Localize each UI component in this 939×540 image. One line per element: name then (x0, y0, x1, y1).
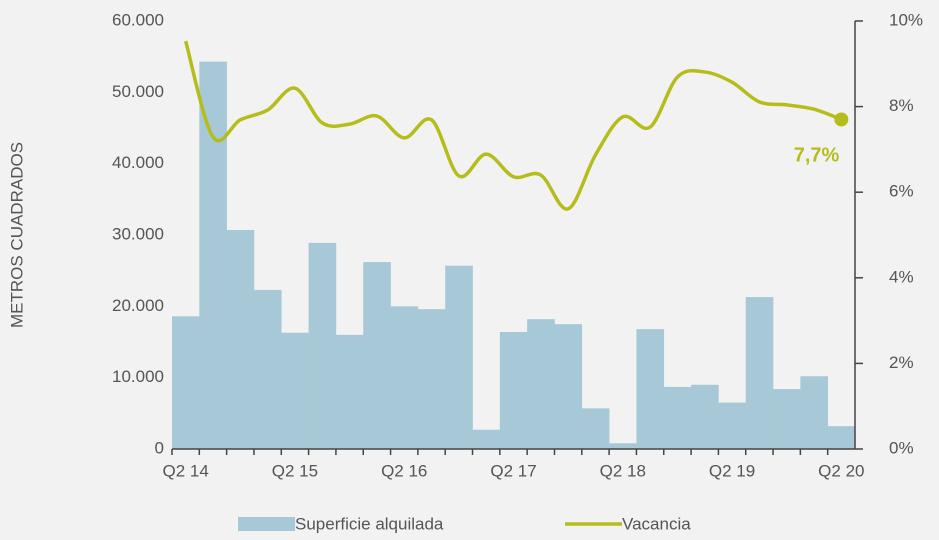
bar (554, 324, 583, 449)
x-tick-label: Q2 14 (163, 461, 209, 480)
bar (308, 242, 337, 449)
x-tick-label: Q2 17 (490, 461, 536, 480)
bar (226, 230, 255, 449)
line-point (834, 112, 849, 127)
y2-tick-label: 2% (889, 353, 914, 372)
y-axis-label: METROS CUADRADOS (7, 142, 26, 328)
x-tick-label: Q2 20 (818, 461, 864, 480)
bar (745, 297, 774, 449)
y-tick-label: 60.000 (112, 10, 164, 29)
bar (363, 262, 391, 449)
bar (527, 319, 555, 449)
legend-swatch (238, 517, 295, 531)
y-tick-label: 30.000 (112, 224, 164, 243)
y2-tick-label: 0% (889, 438, 914, 457)
bar (773, 389, 801, 449)
y2-tick-label: 10% (889, 10, 923, 29)
bar (499, 332, 528, 449)
y-tick-label: 50.000 (112, 82, 164, 101)
x-tick-label: Q2 16 (381, 461, 427, 480)
bar (335, 334, 364, 449)
bar (199, 61, 227, 449)
y2-tick-label: 8% (889, 96, 914, 115)
bar (691, 384, 719, 449)
bar (281, 332, 309, 449)
legend-label: Superficie alquilada (295, 514, 444, 533)
bar (253, 289, 282, 449)
bar (445, 265, 473, 449)
y-tick-label: 10.000 (112, 367, 164, 386)
y-tick-label: 20.000 (112, 296, 164, 315)
bar (417, 309, 446, 449)
line (183, 40, 842, 211)
x-tick-label: Q2 19 (709, 461, 755, 480)
bar (472, 429, 501, 449)
bar (800, 376, 828, 449)
y-tick-label: 0 (155, 438, 164, 457)
bar (636, 329, 665, 449)
x-tick-label: Q2 18 (600, 461, 646, 480)
y2-tick-label: 6% (889, 182, 914, 201)
bar (172, 316, 200, 449)
bar (827, 426, 856, 449)
legend-label: Vacancia (622, 514, 691, 533)
bar (609, 443, 637, 449)
data-label: 7,7% (794, 145, 840, 167)
bar (663, 386, 692, 449)
x-tick-label: Q2 15 (272, 461, 318, 480)
bar (581, 408, 610, 449)
bar (390, 306, 419, 449)
y2-tick-label: 4% (889, 267, 914, 286)
bar (718, 402, 747, 449)
y-tick-label: 40.000 (112, 153, 164, 172)
